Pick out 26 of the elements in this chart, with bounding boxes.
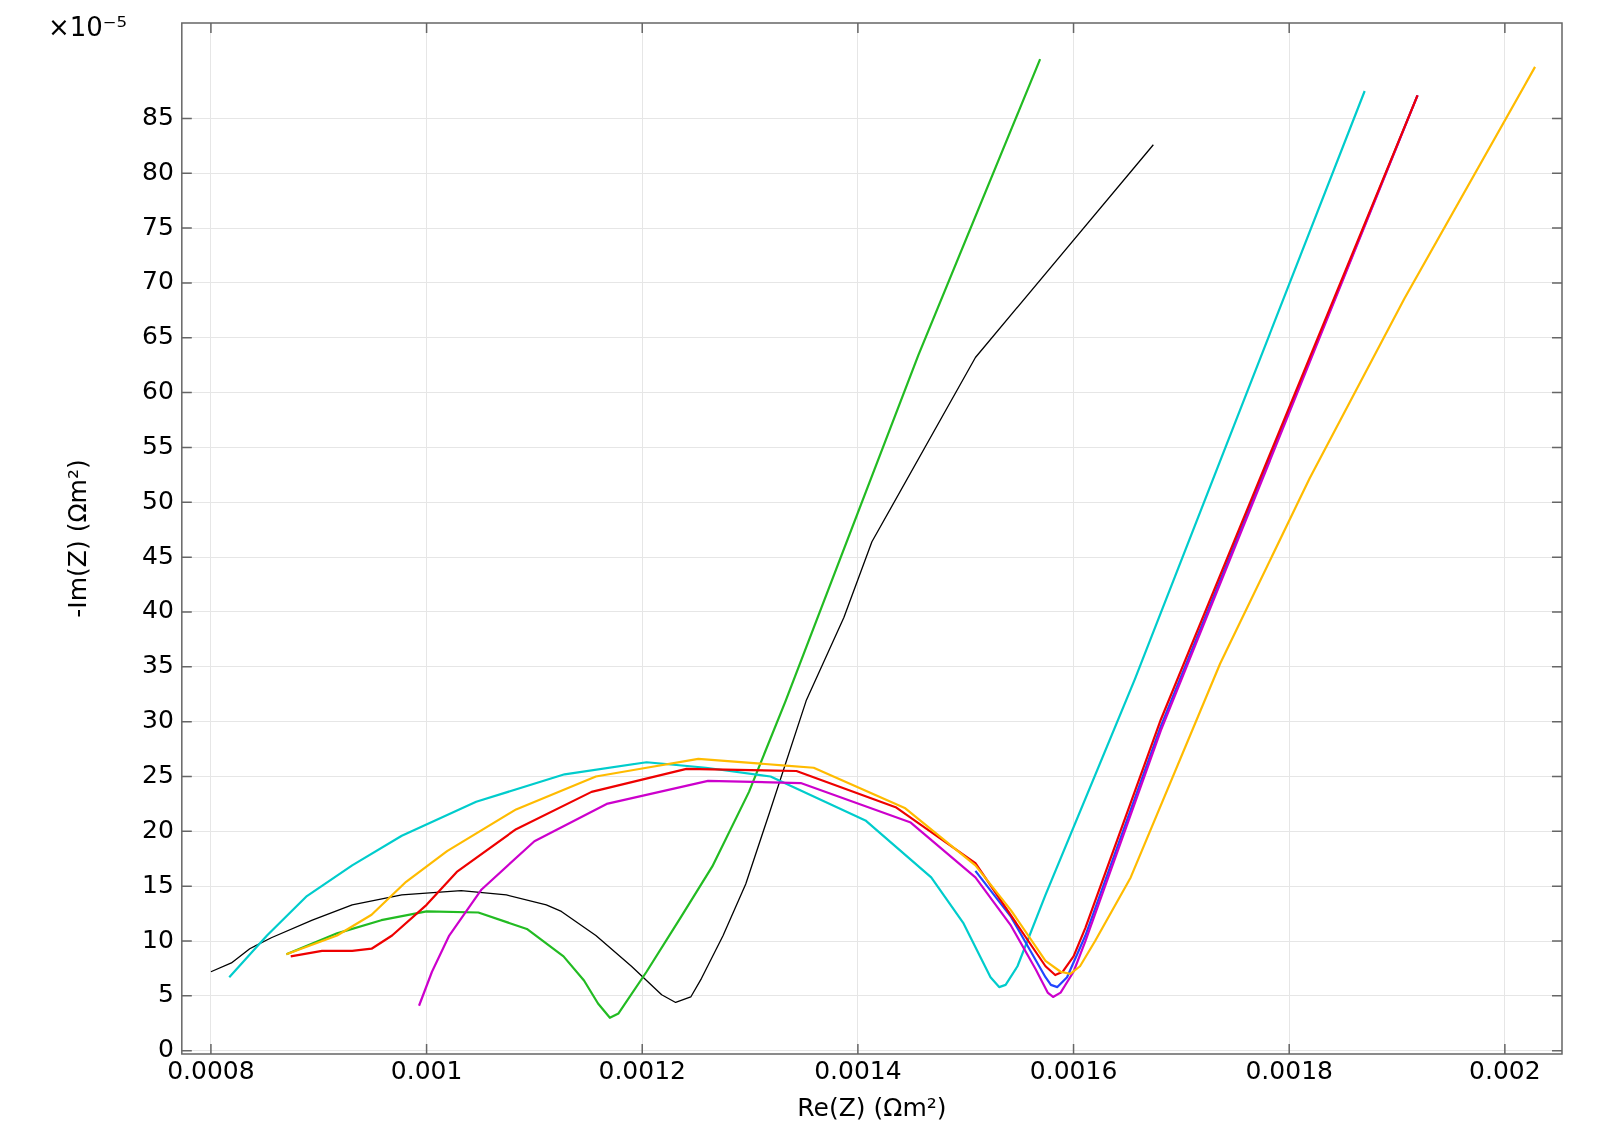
x-tick-label: 0.0012	[598, 1055, 686, 1085]
text: ×10⁻⁵	[48, 12, 128, 42]
x-tick-label: 0.002	[1469, 1055, 1541, 1085]
y-tick-label: 20	[142, 814, 174, 844]
y-tick-label: 65	[142, 321, 174, 351]
y-tick-label: 10	[142, 924, 174, 954]
x-tick-label: 0.0018	[1245, 1055, 1333, 1085]
y-tick-label: 55	[142, 430, 174, 460]
y-tick-label: 30	[142, 705, 174, 735]
y-tick-label: 40	[142, 595, 174, 625]
x-tick-label: 0.001	[390, 1055, 463, 1085]
y-tick-label: 80	[142, 156, 174, 186]
y-tick-label: 15	[142, 869, 174, 899]
y-tick-label: 85	[142, 101, 174, 131]
y-tick-label: 70	[142, 266, 174, 296]
x-tick-label: 0.0016	[1029, 1055, 1118, 1085]
y-tick-label: 45	[142, 540, 174, 570]
y-tick-label: 50	[142, 485, 174, 515]
y-tick-label: 75	[142, 211, 174, 241]
y-axis-title: -Im(Z) (Ωm²)	[62, 459, 92, 618]
y-tick-label: 25	[142, 760, 174, 790]
x-tick-label: 0.0014	[814, 1055, 902, 1085]
y-tick-label: 60	[142, 376, 174, 406]
x-axis-title: Re(Z) (Ωm²)	[797, 1092, 947, 1122]
y-tick-label: 35	[142, 650, 174, 680]
y-tick-label: 5	[157, 979, 174, 1009]
